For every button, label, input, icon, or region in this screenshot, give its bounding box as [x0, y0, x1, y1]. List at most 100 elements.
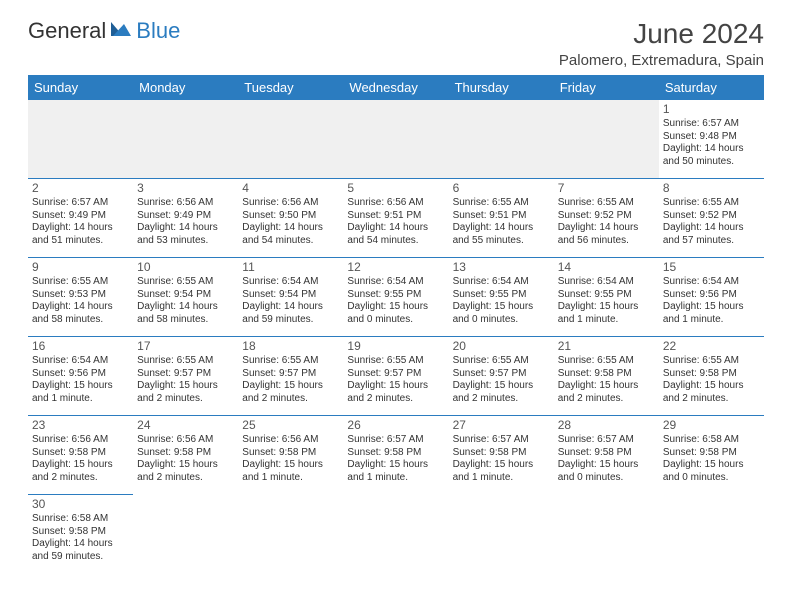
- calendar-cell: [343, 100, 448, 179]
- calendar-cell: 4Sunrise: 6:56 AMSunset: 9:50 PMDaylight…: [238, 179, 343, 258]
- calendar-row: 2Sunrise: 6:57 AMSunset: 9:49 PMDaylight…: [28, 179, 764, 258]
- daylight-text: Daylight: 15 hours and 2 minutes.: [558, 380, 655, 405]
- calendar-cell: 28Sunrise: 6:57 AMSunset: 9:58 PMDayligh…: [554, 416, 659, 495]
- day-number: 13: [453, 260, 550, 275]
- day-number: 5: [347, 181, 444, 196]
- sunrise-text: Sunrise: 6:55 AM: [347, 355, 444, 368]
- calendar-cell: [133, 100, 238, 179]
- sunset-text: Sunset: 9:58 PM: [558, 368, 655, 381]
- sunset-text: Sunset: 9:58 PM: [347, 447, 444, 460]
- day-number: 29: [663, 418, 760, 433]
- daylight-text: Daylight: 14 hours and 54 minutes.: [347, 222, 444, 247]
- daylight-text: Daylight: 14 hours and 59 minutes.: [32, 538, 129, 563]
- sunset-text: Sunset: 9:49 PM: [32, 210, 129, 223]
- sunset-text: Sunset: 9:58 PM: [32, 526, 129, 539]
- dayhead-friday: Friday: [554, 75, 659, 100]
- calendar-cell: 18Sunrise: 6:55 AMSunset: 9:57 PMDayligh…: [238, 337, 343, 416]
- day-number: 8: [663, 181, 760, 196]
- sunrise-text: Sunrise: 6:56 AM: [347, 197, 444, 210]
- day-number: 24: [137, 418, 234, 433]
- daylight-text: Daylight: 14 hours and 58 minutes.: [32, 301, 129, 326]
- calendar-cell: [554, 100, 659, 179]
- title-block: June 2024 Palomero, Extremadura, Spain: [559, 18, 764, 69]
- sunset-text: Sunset: 9:55 PM: [347, 289, 444, 302]
- sunrise-text: Sunrise: 6:55 AM: [32, 276, 129, 289]
- dayhead-wednesday: Wednesday: [343, 75, 448, 100]
- sunrise-text: Sunrise: 6:56 AM: [242, 197, 339, 210]
- day-number: 20: [453, 339, 550, 354]
- sunrise-text: Sunrise: 6:58 AM: [663, 434, 760, 447]
- day-number: 19: [347, 339, 444, 354]
- calendar-row: 23Sunrise: 6:56 AMSunset: 9:58 PMDayligh…: [28, 416, 764, 495]
- calendar-cell: 12Sunrise: 6:54 AMSunset: 9:55 PMDayligh…: [343, 258, 448, 337]
- day-number: 1: [663, 102, 760, 117]
- sunset-text: Sunset: 9:57 PM: [137, 368, 234, 381]
- day-number: 12: [347, 260, 444, 275]
- calendar-cell: 17Sunrise: 6:55 AMSunset: 9:57 PMDayligh…: [133, 337, 238, 416]
- day-number: 15: [663, 260, 760, 275]
- dayhead-saturday: Saturday: [659, 75, 764, 100]
- calendar-body: 1 Sunrise: 6:57 AM Sunset: 9:48 PM Daylight…: [28, 100, 764, 573]
- day-number: 18: [242, 339, 339, 354]
- day-header-row: Sunday Monday Tuesday Wednesday Thursday…: [28, 75, 764, 100]
- sunrise-text: Sunrise: 6:56 AM: [137, 434, 234, 447]
- calendar-cell: 6Sunrise: 6:55 AMSunset: 9:51 PMDaylight…: [449, 179, 554, 258]
- sunrise-text: Sunrise: 6:55 AM: [663, 355, 760, 368]
- day-number: 2: [32, 181, 129, 196]
- dayhead-tuesday: Tuesday: [238, 75, 343, 100]
- sunset-text: Sunset: 9:58 PM: [32, 447, 129, 460]
- daylight-text: Daylight: 14 hours and 53 minutes.: [137, 222, 234, 247]
- day-number: 11: [242, 260, 339, 275]
- calendar-cell: 22Sunrise: 6:55 AMSunset: 9:58 PMDayligh…: [659, 337, 764, 416]
- sunset-text: Sunset: 9:52 PM: [663, 210, 760, 223]
- calendar-cell: [133, 495, 238, 574]
- daylight-text: Daylight: 15 hours and 1 minute.: [663, 301, 760, 326]
- calendar-cell: 30Sunrise: 6:58 AMSunset: 9:58 PMDayligh…: [28, 495, 133, 574]
- sunrise-text: Sunrise: 6:57 AM: [347, 434, 444, 447]
- calendar-cell: 3Sunrise: 6:56 AMSunset: 9:49 PMDaylight…: [133, 179, 238, 258]
- daylight-text: Daylight: 15 hours and 1 minute.: [32, 380, 129, 405]
- daylight-text: Daylight: 15 hours and 2 minutes.: [137, 380, 234, 405]
- sunset-text: Sunset: 9:54 PM: [137, 289, 234, 302]
- sunset-text: Sunset: 9:56 PM: [32, 368, 129, 381]
- dayhead-thursday: Thursday: [449, 75, 554, 100]
- sunrise-text: Sunrise: 6:55 AM: [558, 355, 655, 368]
- daylight-text: Daylight: 15 hours and 1 minute.: [242, 459, 339, 484]
- sunset-text: Sunset: 9:58 PM: [663, 447, 760, 460]
- location-text: Palomero, Extremadura, Spain: [559, 52, 764, 69]
- day-number: 16: [32, 339, 129, 354]
- calendar-cell: 24Sunrise: 6:56 AMSunset: 9:58 PMDayligh…: [133, 416, 238, 495]
- day-number: 17: [137, 339, 234, 354]
- sunset-text: Sunset: 9:53 PM: [32, 289, 129, 302]
- day-number: 21: [558, 339, 655, 354]
- calendar-cell: 20Sunrise: 6:55 AMSunset: 9:57 PMDayligh…: [449, 337, 554, 416]
- daylight-text: Daylight: 15 hours and 1 minute.: [347, 459, 444, 484]
- calendar-cell: 21Sunrise: 6:55 AMSunset: 9:58 PMDayligh…: [554, 337, 659, 416]
- day-number: 9: [32, 260, 129, 275]
- sunset-text: Sunset: 9:58 PM: [137, 447, 234, 460]
- day-number: 26: [347, 418, 444, 433]
- brand-text-2: Blue: [136, 18, 180, 44]
- calendar-cell: 14Sunrise: 6:54 AMSunset: 9:55 PMDayligh…: [554, 258, 659, 337]
- sunrise-text: Sunrise: 6:55 AM: [453, 355, 550, 368]
- sunrise-text: Sunrise: 6:54 AM: [242, 276, 339, 289]
- calendar-cell: [238, 495, 343, 574]
- sunset-text: Sunset: 9:55 PM: [558, 289, 655, 302]
- sunset-text: Sunset: 9:50 PM: [242, 210, 339, 223]
- calendar-cell: [449, 100, 554, 179]
- calendar-cell: 5Sunrise: 6:56 AMSunset: 9:51 PMDaylight…: [343, 179, 448, 258]
- sunrise-text: Sunrise: 6:55 AM: [242, 355, 339, 368]
- day-number: 4: [242, 181, 339, 196]
- sunrise-text: Sunrise: 6:56 AM: [137, 197, 234, 210]
- calendar-row: 16Sunrise: 6:54 AMSunset: 9:56 PMDayligh…: [28, 337, 764, 416]
- calendar-cell: 2Sunrise: 6:57 AMSunset: 9:49 PMDaylight…: [28, 179, 133, 258]
- daylight-text: Daylight: 15 hours and 2 minutes.: [32, 459, 129, 484]
- sunrise-text: Sunrise: 6:55 AM: [663, 197, 760, 210]
- daylight-text: Daylight: 15 hours and 2 minutes.: [137, 459, 234, 484]
- calendar-cell: 1Sunrise: 6:57 AMSunset: 9:48 PMDaylight…: [659, 100, 764, 179]
- day-number: 14: [558, 260, 655, 275]
- daylight-text: Daylight: 14 hours and 51 minutes.: [32, 222, 129, 247]
- sunset-text: Sunset: 9:48 PM: [663, 131, 760, 144]
- sunrise-text: Sunrise: 6:57 AM: [32, 197, 129, 210]
- sunset-text: Sunset: 9:51 PM: [453, 210, 550, 223]
